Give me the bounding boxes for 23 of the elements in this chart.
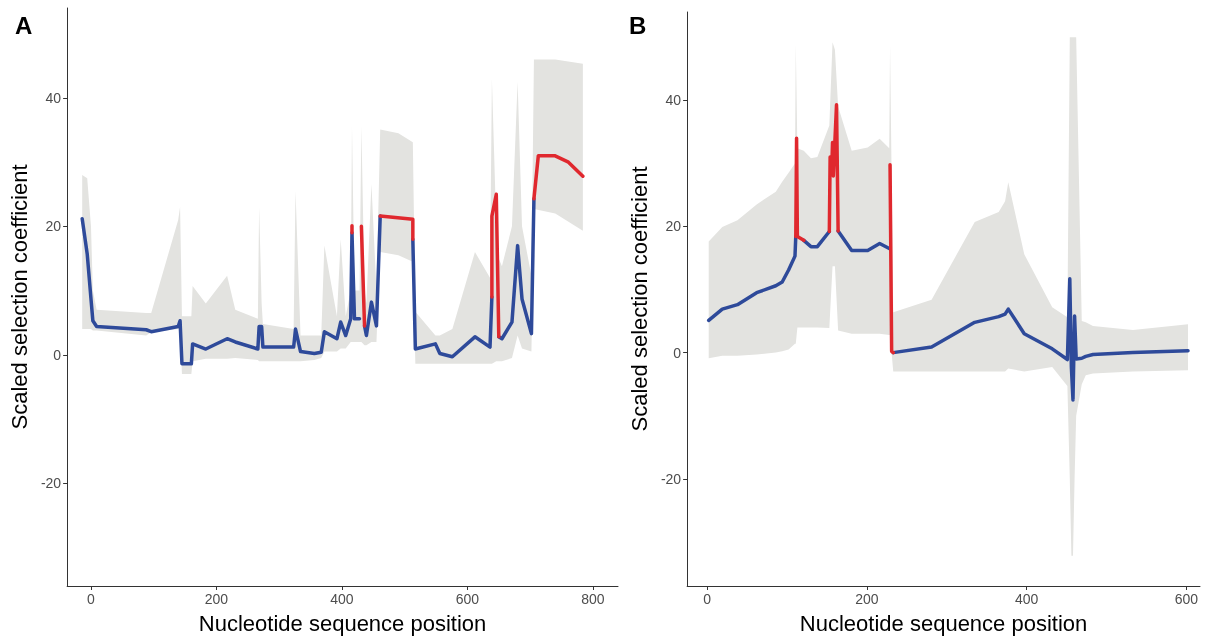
y-axis-title: Scaled selection coefficient [626, 166, 652, 432]
x-tick-label: 200 [204, 591, 229, 607]
x-tick-label: 400 [330, 591, 354, 607]
x-tick-label: 0 [87, 591, 96, 607]
x-axis-title: Nucleotide sequence position [799, 610, 1088, 636]
y-tick-label: -20 [660, 470, 682, 487]
y-tick-label: -20 [40, 475, 62, 492]
x-tick-label: 600 [455, 591, 480, 607]
y-tick-label: 0 [673, 344, 682, 361]
y-tick-label: 40 [665, 92, 682, 109]
x-tick-label: 400 [1014, 591, 1039, 607]
y-tick-label: 0 [53, 346, 62, 363]
x-tick-label: 200 [855, 591, 879, 607]
y-tick-label: 20 [665, 218, 682, 235]
y-tick-label: 20 [45, 218, 62, 235]
x-tick-label: 600 [1174, 591, 1199, 607]
chart-title: A [15, 11, 33, 39]
chart-title: B [629, 11, 647, 39]
x-tick-label: 0 [703, 591, 712, 607]
y-tick-label: 40 [45, 89, 62, 106]
y-axis-title: Scaled selection coefficient [6, 164, 32, 430]
x-axis-title: Nucleotide sequence position [198, 610, 487, 636]
x-tick-label: 800 [581, 591, 605, 607]
